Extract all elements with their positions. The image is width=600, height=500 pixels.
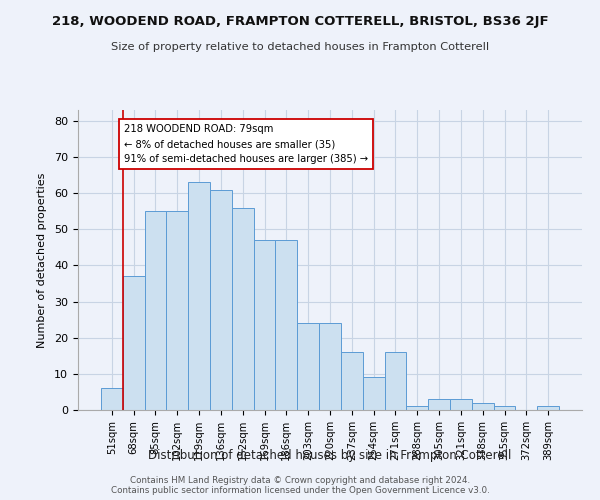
Text: Distribution of detached houses by size in Frampton Cotterell: Distribution of detached houses by size … [148,448,512,462]
Bar [450,399,472,410]
Bar [341,352,363,410]
Text: 218, WOODEND ROAD, FRAMPTON COTTERELL, BRISTOL, BS36 2JF: 218, WOODEND ROAD, FRAMPTON COTTERELL, B… [52,15,548,28]
Bar [319,324,341,410]
Bar [537,406,559,410]
Bar [166,211,188,410]
Y-axis label: Number of detached properties: Number of detached properties [37,172,47,348]
Bar [494,406,515,410]
Text: Contains public sector information licensed under the Open Government Licence v3: Contains public sector information licen… [110,486,490,495]
Bar [101,388,123,410]
Bar [275,240,297,410]
Bar [210,190,232,410]
Bar [145,211,166,410]
Text: Size of property relative to detached houses in Frampton Cotterell: Size of property relative to detached ho… [111,42,489,52]
Bar [232,208,254,410]
Bar [297,324,319,410]
Text: Contains HM Land Registry data © Crown copyright and database right 2024.: Contains HM Land Registry data © Crown c… [130,476,470,485]
Bar [385,352,406,410]
Bar [363,378,385,410]
Bar [188,182,210,410]
Bar [428,399,450,410]
Bar [123,276,145,410]
Bar [254,240,275,410]
Bar [406,406,428,410]
Bar [472,403,494,410]
Text: 218 WOODEND ROAD: 79sqm
← 8% of detached houses are smaller (35)
91% of semi-det: 218 WOODEND ROAD: 79sqm ← 8% of detached… [124,124,368,164]
